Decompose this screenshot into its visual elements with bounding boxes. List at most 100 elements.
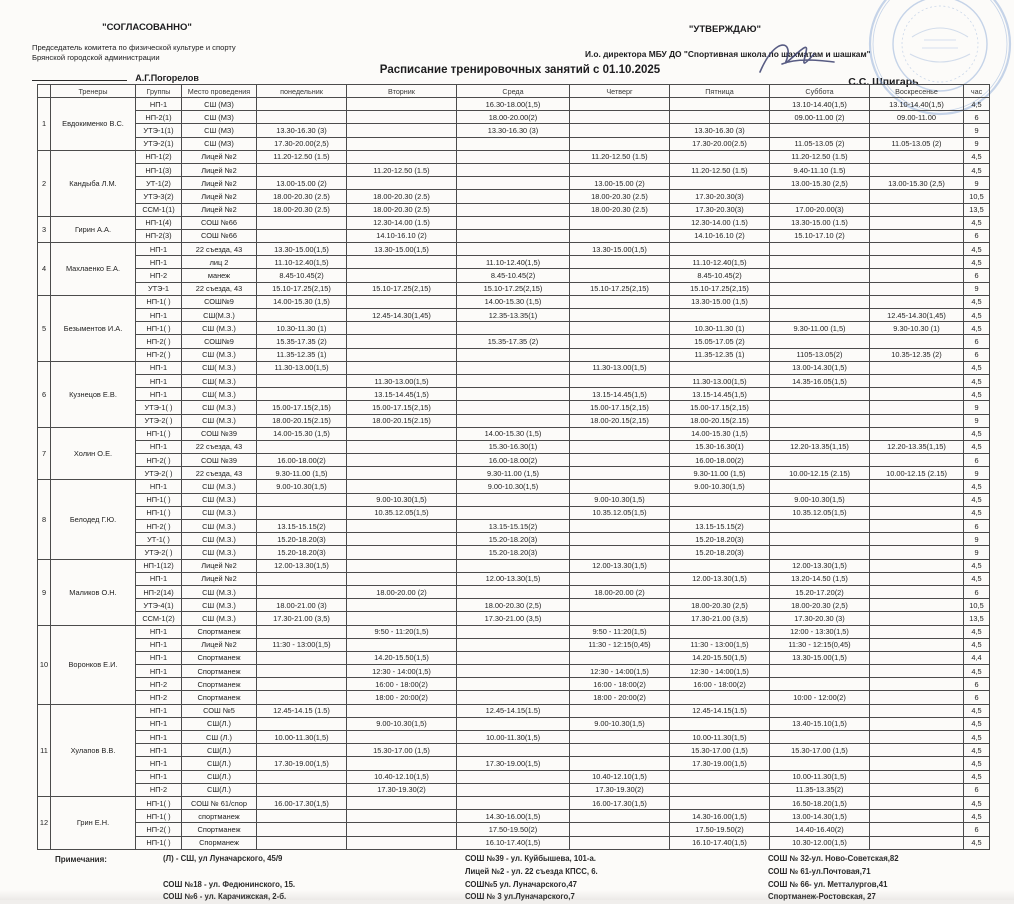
place-label: СШ (М.З.) [181, 518, 257, 534]
time-slot-sunday [869, 809, 964, 824]
time-slot-wednesday [456, 413, 570, 428]
schedule-row: НП-1 Лицей №2 12.00-13.30(1,5) 12.00-13.30(… [38, 571, 990, 586]
place-label: СШ (М.З.) [181, 532, 257, 547]
place-label: СШ (М.З.) [181, 413, 257, 428]
time-slot-friday: 11.10-12.40(1,5) [669, 255, 770, 270]
time-slot-thursday: 10.35.12.05(1,5) [569, 505, 670, 521]
schedule-row: 2 Кандыба Л.М. НП-1(2) Лицей №2 11.20-12.50 … [37, 149, 990, 217]
group-label: НП-2( ) [135, 822, 182, 837]
time-slot-tuesday: 9.00-10.30(1,5) [346, 492, 457, 507]
time-slot-friday: 14.30-16.00(1,5) [669, 809, 770, 824]
group-label: НП-2( ) [135, 453, 182, 468]
place-label: Лицей №2 [181, 637, 257, 652]
group-label: НП-1( ) [135, 809, 182, 824]
schedule-row: 9 Маликов О.Н. НП-1(12) Лицей №2 12.00-13.30… [37, 558, 990, 626]
time-slot-monday [256, 505, 347, 521]
trainer-index: 10 [37, 624, 51, 705]
time-slot-thursday [569, 532, 670, 547]
time-slot-wednesday: 9.00-10.30(1,5) [456, 479, 570, 494]
time-slot-thursday [569, 453, 670, 468]
group-label: НП-1 [135, 307, 182, 323]
place-label: СОШ №39 [181, 453, 257, 468]
schedule-row: НП-1(3) Лицей №2 11.20-12.50 (1.5) 11.20-12… [38, 162, 990, 178]
place-label: 22 съезда, 43 [181, 439, 257, 455]
time-slot-tuesday: 14.10-16.10 (2) [346, 228, 457, 244]
time-slot-wednesday: 9.30-11.00 (1,5) [456, 466, 570, 481]
col-header-monday: понедельник [256, 84, 347, 98]
time-slot-monday: 17.30-20.00(2,5) [256, 136, 347, 151]
schedule-row: УТЭ-2(1) СШ (МЗ) 17.30-20.00(2,5) 17.30-20.… [38, 136, 990, 151]
time-slot-tuesday [346, 729, 457, 745]
time-slot-thursday: 10.40-12.10(1,5) [569, 769, 670, 784]
group-label: НП-2(3) [135, 228, 182, 244]
time-slot-wednesday [456, 321, 570, 336]
place-label: Спорманеж [181, 835, 257, 850]
time-slot-sunday: 13.00-15.30 (2,5) [869, 176, 964, 191]
schedule-row: НП-1 Спортманеж 12:30 - 14:00(1,5) 12:30 - … [38, 664, 990, 679]
schedule-row: 1 Евдокименко В.С. НП-1 СШ (МЗ) 16.30-18.00(… [37, 96, 990, 151]
time-slot-saturday: 17.00-20.00(3) [769, 202, 870, 217]
time-slot-friday: 11:30 - 13:00(1,5) [669, 637, 770, 652]
time-slot-tuesday: 18.00-20.15(2.15) [346, 413, 457, 428]
time-slot-saturday: 13.30-15.00 (1.5) [769, 215, 870, 230]
time-slot-monday [256, 690, 347, 705]
schedule-row: НП-1( ) Спорманеж 16.10-17.40(1,5) 16.10-17… [38, 835, 990, 850]
time-slot-thursday [569, 822, 670, 837]
agreed-block: "СОГЛАСОВАННО" Председатель комитета по … [32, 22, 332, 83]
schedule-row: УТЭ-1( ) СШ (М.З.) 15.00-17.15(2,15) 15.00-… [38, 400, 990, 415]
schedule-row: 4 Махлаенко Е.А. НП-1 22 съезда, 43 13.30-15… [37, 242, 990, 296]
time-slot-wednesday: 17.30-19.00(1,5) [456, 756, 570, 771]
schedule-row: НП-1 СШ(М.З.) 12.45-14.30(1,45) 12.35-13.35… [38, 307, 990, 323]
time-slot-tuesday [346, 809, 457, 824]
place-label: Лицей №2 [181, 558, 257, 573]
schedule-row: 7 Холин О.Е. НП-1( ) СОШ №39 14.00-15.30 (1,… [37, 426, 990, 481]
trainer-name: Махлаенко Е.А. [50, 242, 136, 296]
group-label: НП-2 [135, 677, 182, 692]
time-slot-monday: 14.00-15.30 (1,5) [256, 426, 347, 441]
time-slot-saturday [769, 413, 870, 428]
time-slot-saturday: 12.20-13.35(1,15) [769, 439, 870, 455]
time-slot-wednesday: 13.30-16.30 (3) [456, 123, 570, 138]
time-slot-thursday [569, 743, 670, 758]
schedule-row: УТ-1(2) Лицей №2 13.00-15.00 (2) 13.00-15.0… [38, 176, 990, 191]
time-slot-tuesday [346, 611, 457, 626]
time-slot-tuesday [346, 756, 457, 771]
time-slot-tuesday [346, 149, 457, 164]
time-slot-thursday [569, 294, 670, 310]
schedule-row: НП-1 СШ (Л.) 10.00-11.30(1,5) 10.00-11.30(1… [38, 729, 990, 745]
time-slot-wednesday: 14.00-15.30 (1,5) [456, 294, 570, 310]
time-slot-saturday [769, 268, 870, 283]
group-label: НП-1 [135, 255, 182, 270]
weekly-hours: 4,4 [963, 650, 990, 666]
time-slot-monday: 15.10-17.25(2,15) [256, 281, 347, 296]
time-slot-saturday [769, 453, 870, 468]
group-label: НП-1 [135, 242, 182, 257]
time-slot-friday: 16.00-18.00(2) [669, 453, 770, 468]
address-note: СОШ №39 - ул. Куйбышева, 101-а. [465, 854, 596, 863]
place-label: СШ (М.З.) [181, 584, 257, 600]
group-label: НП-1 [135, 650, 182, 666]
weekly-hours: 4,5 [963, 505, 990, 521]
trainer-name: Маликов О.Н. [50, 558, 136, 626]
time-slot-tuesday: 18.00-20.30 (2.5) [346, 202, 457, 217]
col-header-hours: час [963, 84, 990, 98]
weekly-hours: 4,5 [963, 809, 990, 824]
group-label: НП-1(3) [135, 162, 182, 178]
time-slot-thursday [569, 571, 670, 586]
trainer-index: 4 [37, 242, 51, 296]
time-slot-sunday: 9.30-10.30 (1) [869, 321, 964, 336]
time-slot-wednesday [456, 677, 570, 692]
schedule-row: УТЭ-2( ) 22 съезда, 43 9.30-11.00 (1,5) 9.3… [38, 466, 990, 481]
schedule-row: НП-1( ) СШ (М.З.) 10.35.12.05(1,5) 10.35.12… [38, 505, 990, 521]
time-slot-saturday: 16.50-18.20(1,5) [769, 795, 870, 811]
weekly-hours: 10,5 [963, 189, 990, 204]
time-slot-tuesday [346, 835, 457, 850]
time-slot-tuesday [346, 347, 457, 362]
agreed-line2: Брянской городской администрации [32, 53, 160, 62]
col-header-wednesday: Среда [456, 84, 570, 98]
time-slot-sunday: 10.00-12.15 (2.15) [869, 466, 964, 481]
place-label: СШ(Л.) [181, 716, 257, 732]
time-slot-monday [256, 492, 347, 507]
group-label: НП-1(2) [135, 149, 182, 164]
time-slot-thursday [569, 307, 670, 323]
